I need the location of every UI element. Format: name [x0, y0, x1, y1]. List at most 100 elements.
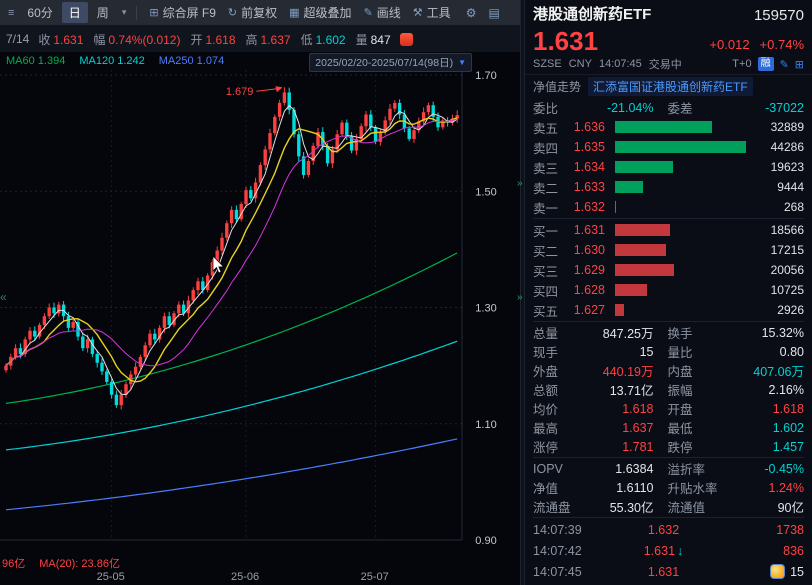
chevron-down-icon: ▼	[458, 58, 466, 67]
nav-trend-tab[interactable]: 净值走势	[533, 80, 582, 94]
menu-composite-screen[interactable]: ⊞ 综合屏 F9	[143, 4, 222, 21]
date-range-selector[interactable]: 2025/02/20-2025/07/14(98日) ▼	[309, 53, 472, 72]
draw-line-label: 画线	[376, 6, 401, 20]
stat-IOPV: IOPV 1.6384 溢折率 -0.45%	[533, 461, 804, 478]
quote-幅: 幅 0.74%(0.012)	[93, 32, 181, 47]
t0-label: T+0	[732, 58, 752, 70]
svg-text:1.10: 1.10	[475, 419, 496, 431]
stat-总额: 总额 13.71亿 振幅 2.16%	[533, 382, 804, 399]
last-price: 1.631	[533, 26, 599, 56]
bid-depth-bar	[615, 304, 624, 316]
stat-均价: 均价 1.618 开盘 1.618	[533, 401, 804, 418]
bid-levels: 买一 1.631 18566 买二 1.630 17215 买三 1.629 20056 买四 1.…	[525, 220, 812, 320]
super-overlay-label: 超级叠加	[303, 6, 352, 20]
weibi-row: 委比 -21.04% 委差 -37022	[525, 98, 812, 117]
price-change-pct: +0.74%	[759, 37, 804, 52]
ask-depth-bar	[615, 121, 713, 133]
more-periods-icon[interactable]: ▾	[121, 7, 127, 17]
bid-level-3[interactable]: 买三 1.629 20056	[533, 263, 804, 279]
quote-高: 高 1.637	[245, 32, 291, 47]
period-tab-日[interactable]: 日	[61, 2, 88, 23]
ma-value-MA60: MA60 1.394	[6, 55, 66, 67]
ask-level-5[interactable]: 卖一 1.632 268	[533, 200, 804, 216]
volume-note-right: MA(20): 23.86亿	[39, 558, 120, 570]
quick-trade-icon[interactable]	[399, 32, 413, 46]
stat-涨停: 涨停 1.781 跌停 1.457	[533, 439, 804, 456]
bid-level-1[interactable]: 买一 1.631 18566	[533, 223, 804, 239]
toolbar-separator	[136, 5, 138, 20]
ask-depth-bar	[615, 201, 617, 213]
bid-depth-bar	[615, 244, 666, 256]
svg-text:1.30: 1.30	[475, 303, 496, 315]
quote-量: 量 847	[355, 32, 391, 47]
security-header: 港股通创新药ETF 159570	[525, 0, 812, 24]
super-overlay-icon: ▦	[289, 7, 300, 19]
panel-divider[interactable]: » »	[517, 0, 525, 585]
quote-bar: 7/14 收 1.631 幅 0.74%(0.012) 开 1.618 高 1.637 低 1.6…	[0, 26, 520, 52]
security-name: 港股通创新药ETF	[533, 6, 652, 23]
collapse-left-icon[interactable]: «	[0, 290, 7, 304]
ask-depth-bar	[615, 181, 643, 193]
stat-外盘: 外盘 440.19万 内盘 407.06万	[533, 365, 804, 379]
layout-icon[interactable]: ▤	[488, 5, 500, 20]
menu-forward-adjust[interactable]: ↻ 前复权	[222, 4, 283, 21]
grid-icon[interactable]: ⊞	[794, 58, 804, 71]
toolbar-menu: ⊞ 综合屏 F9 ↻ 前复权 ▦ 超级叠加 ✎ 画线 ⚒ 工具	[143, 4, 456, 21]
ma-value-MA120: MA120 1.242	[79, 55, 145, 67]
menu-draw-line[interactable]: ✎ 画线	[358, 4, 407, 21]
edit-icon[interactable]: ✎	[779, 58, 789, 71]
menu-super-overlay[interactable]: ▦ 超级叠加	[283, 4, 357, 21]
settings-gear-icon[interactable]: ⚙	[465, 5, 477, 20]
bid-depth-bar	[615, 284, 647, 296]
bid-level-5[interactable]: 买五 1.627 2926	[533, 303, 804, 319]
weibi-value: -21.04%	[606, 100, 654, 115]
period-tab-周[interactable]: 周	[96, 6, 109, 20]
stat-最高: 最高 1.637 最低 1.602	[533, 420, 804, 437]
period-tab-60分[interactable]: 60分	[27, 6, 53, 20]
ticks-separator	[533, 517, 804, 518]
toolbar-right-icons: ⚙ ▤	[459, 6, 505, 20]
quote-收: 收 1.631	[38, 32, 84, 47]
composite-screen-icon: ⊞	[149, 7, 159, 19]
date-range-label: 2025/02/20-2025/07/14(98日)	[315, 57, 454, 69]
trading-status: 交易中	[648, 59, 682, 71]
x-axis-labels: 25-05 25-06 25-07	[0, 571, 520, 585]
quote-time: 14:07:45	[598, 58, 642, 70]
ask-level-4[interactable]: 卖二 1.633 9444	[533, 180, 804, 196]
stats-section: 总量 847.25万 换手 15.32% 现手 15 量比 0.80 外盘 440.19万 内盘 40…	[525, 323, 812, 516]
section-separator	[533, 321, 804, 322]
tools-label: 工具	[426, 6, 451, 20]
price-change: +0.012	[709, 37, 750, 52]
expand-panel-icon-2[interactable]: »	[517, 292, 523, 303]
ask-level-3[interactable]: 卖三 1.634 19623	[533, 160, 804, 176]
menu-tools[interactable]: ⚒ 工具	[407, 4, 457, 21]
stat-现手: 现手 15 量比 0.80	[533, 344, 804, 361]
security-code: 159570	[753, 7, 804, 24]
tick-row: 14:07:42 1.631 ↓ 836	[533, 543, 804, 558]
bid-level-4[interactable]: 买四 1.628 10725	[533, 283, 804, 299]
candlestick-chart[interactable]: 1.70 1.50 1.30 1.10 0.90 1.679	[0, 70, 520, 555]
tick-row: 14:07:39 1.632 1738	[533, 522, 804, 537]
ma-value-MA250: MA250 1.074	[158, 55, 225, 67]
svg-text:0.90: 0.90	[475, 535, 496, 547]
ask-depth-bar	[615, 141, 746, 153]
hamburger-icon[interactable]: ≡	[8, 6, 15, 19]
tick-list: 14:07:39 1.632 1738 14:07:42 1.631 ↓ 836 14:07:…	[525, 519, 812, 582]
bid-level-2[interactable]: 买二 1.630 17215	[533, 243, 804, 259]
x-tick-25-05: 25-05	[96, 571, 125, 583]
assistant-icon[interactable]	[770, 564, 786, 579]
weicha-label: 委差	[667, 102, 693, 116]
ask-depth-bar	[615, 161, 674, 173]
stat-流通盘: 流通盘 55.30亿 流通值 90亿	[533, 501, 804, 515]
ask-level-2[interactable]: 卖四 1.635 44286	[533, 140, 804, 156]
top-toolbar: ≡ 60分日周 ▾ ⊞ 综合屏 F9 ↻ 前复权 ▦ 超级叠加 ✎ 画线 ⚒ 工具 ⚙ ▤	[0, 0, 520, 26]
ask-level-1[interactable]: 卖五 1.636 32889	[533, 120, 804, 136]
expand-panel-icon[interactable]: »	[517, 178, 523, 189]
ma-indicator-bar: MA60 1.394 MA120 1.242 MA250 1.074 2025/02…	[0, 52, 520, 72]
quote-items: 收 1.631 幅 0.74%(0.012) 开 1.618 高 1.637 低 1.602 量 84…	[38, 31, 390, 48]
volume-note-left: 96亿	[2, 558, 26, 570]
svg-text:1.679: 1.679	[226, 86, 254, 98]
margin-badge: 融	[757, 57, 774, 71]
draw-line-icon: ✎	[363, 7, 373, 19]
fund-name-link[interactable]: 汇添富国证港股通创新药ETF	[588, 77, 753, 96]
